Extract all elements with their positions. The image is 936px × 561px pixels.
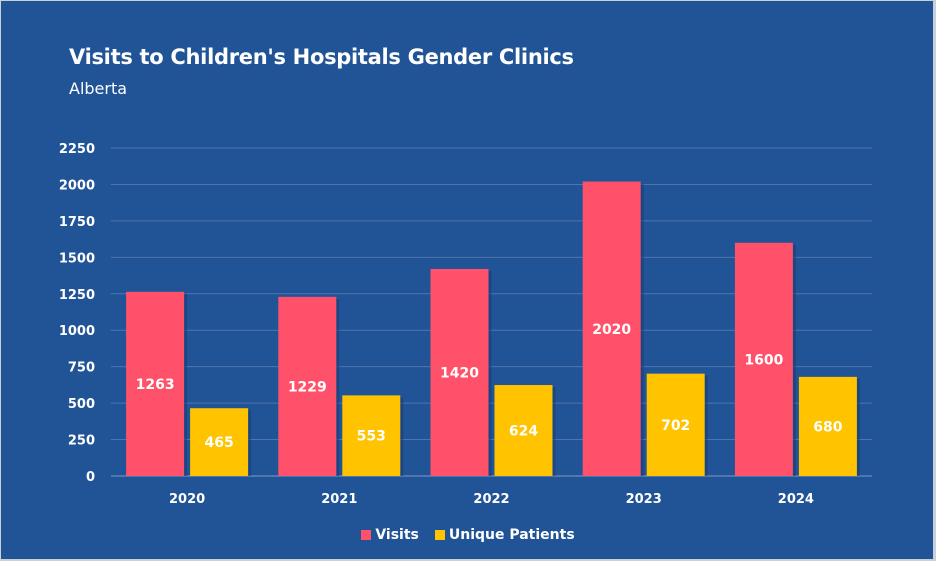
bar-visits-2022 <box>430 268 489 476</box>
y-axis-ticks: 0 250 500 750 1000 1250 1500 1750 2000 2250 <box>59 142 95 485</box>
y-tick-label: 1750 <box>59 215 95 230</box>
legend-item-unique-patients: Unique Patients <box>434 527 575 543</box>
x-tick-label: 2023 <box>626 492 662 507</box>
bar-visits-2020 <box>126 291 185 476</box>
bar-unique-patients-2022 <box>494 385 553 476</box>
data-label: 1263 <box>136 377 175 393</box>
y-tick-label: 500 <box>68 397 95 412</box>
y-tick-label: 1500 <box>59 251 95 266</box>
legend-item-visits: Visits <box>361 527 419 543</box>
x-tick-label: 2024 <box>778 492 814 507</box>
y-tick-label: 1000 <box>59 324 95 339</box>
bar-unique-patients-2021 <box>342 395 401 476</box>
y-tick-label: 2000 <box>59 178 95 193</box>
y-tick-label: 1250 <box>59 288 95 303</box>
chart-subtitle: Alberta <box>69 79 128 98</box>
data-labels: 1263 465 1229 553 1420 624 2020 702 1600 680 <box>136 322 843 451</box>
bars <box>126 181 860 477</box>
data-label: 2020 <box>592 322 631 338</box>
x-axis-ticks: 2020 2021 2022 2023 2024 <box>169 492 814 507</box>
x-tick-label: 2021 <box>321 492 357 507</box>
chart-title: Visits to Children's Hospitals Gender Cl… <box>69 45 574 69</box>
y-tick-label: 750 <box>68 361 95 376</box>
y-tick-label: 2250 <box>59 142 95 157</box>
legend: Visits Unique Patients <box>0 527 936 543</box>
data-label: 1229 <box>288 379 327 395</box>
bar-unique-patients-2024 <box>798 376 857 476</box>
data-label: 1600 <box>744 352 783 368</box>
bar-visits-2024 <box>734 242 793 476</box>
x-tick-label: 2022 <box>473 492 509 507</box>
data-label: 680 <box>813 419 842 435</box>
bar-visits-2021 <box>278 296 337 476</box>
x-tick-label: 2020 <box>169 492 205 507</box>
y-tick-label: 250 <box>68 434 95 449</box>
y-tick-label: 0 <box>86 470 95 485</box>
legend-label: Unique Patients <box>448 527 575 543</box>
data-label: 465 <box>204 435 233 451</box>
legend-swatch <box>361 530 372 540</box>
bar-visits-2023 <box>582 181 641 477</box>
bar-unique-patients-2023 <box>646 373 705 476</box>
data-label: 553 <box>357 429 386 445</box>
legend-swatch <box>434 530 445 540</box>
bar-unique-patients-2020 <box>190 408 249 476</box>
data-label: 702 <box>661 418 690 434</box>
data-label: 624 <box>509 424 538 440</box>
legend-label: Visits <box>375 527 419 543</box>
data-label: 1420 <box>440 365 479 381</box>
